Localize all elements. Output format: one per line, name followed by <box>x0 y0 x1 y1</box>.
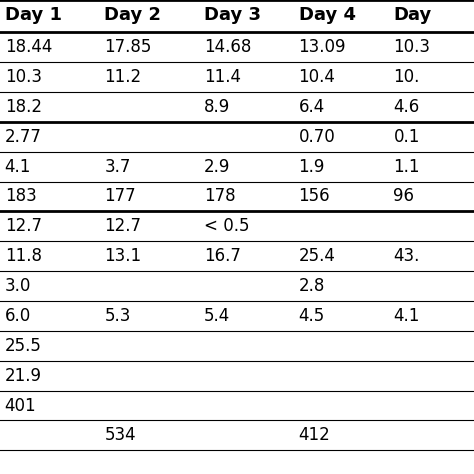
Text: Day 3: Day 3 <box>204 6 261 24</box>
Text: 0.1: 0.1 <box>393 128 420 146</box>
Text: 21.9: 21.9 <box>5 367 42 384</box>
Text: 11.2: 11.2 <box>104 68 141 86</box>
Text: 16.7: 16.7 <box>204 247 241 265</box>
Text: 4.1: 4.1 <box>393 307 420 325</box>
Text: Day 1: Day 1 <box>5 6 62 24</box>
Text: 12.7: 12.7 <box>104 218 141 235</box>
Text: 177: 177 <box>104 188 136 205</box>
Text: 183: 183 <box>5 188 36 205</box>
Text: 2.9: 2.9 <box>204 158 230 175</box>
Text: 25.5: 25.5 <box>5 337 42 355</box>
Text: 1.1: 1.1 <box>393 158 420 175</box>
Text: 156: 156 <box>299 188 330 205</box>
Text: 14.68: 14.68 <box>204 38 251 56</box>
Text: 10.3: 10.3 <box>5 68 42 86</box>
Text: 10.: 10. <box>393 68 420 86</box>
Text: 18.44: 18.44 <box>5 38 52 56</box>
Text: 3.0: 3.0 <box>5 277 31 295</box>
Text: 4.1: 4.1 <box>5 158 31 175</box>
Text: 13.09: 13.09 <box>299 38 346 56</box>
Text: Day 4: Day 4 <box>299 6 356 24</box>
Text: 8.9: 8.9 <box>204 98 230 116</box>
Text: 412: 412 <box>299 427 330 444</box>
Text: 43.: 43. <box>393 247 420 265</box>
Text: 10.4: 10.4 <box>299 68 336 86</box>
Text: 6.4: 6.4 <box>299 98 325 116</box>
Text: 4.5: 4.5 <box>299 307 325 325</box>
Text: 17.85: 17.85 <box>104 38 152 56</box>
Text: 2.77: 2.77 <box>5 128 42 146</box>
Text: 534: 534 <box>104 427 136 444</box>
Text: 6.0: 6.0 <box>5 307 31 325</box>
Text: 13.1: 13.1 <box>104 247 141 265</box>
Text: 4.6: 4.6 <box>393 98 419 116</box>
Text: 401: 401 <box>5 397 36 414</box>
Text: 18.2: 18.2 <box>5 98 42 116</box>
Text: 178: 178 <box>204 188 236 205</box>
Text: 1.9: 1.9 <box>299 158 325 175</box>
Text: 2.8: 2.8 <box>299 277 325 295</box>
Text: 11.4: 11.4 <box>204 68 241 86</box>
Text: 96: 96 <box>393 188 414 205</box>
Text: 5.3: 5.3 <box>104 307 131 325</box>
Text: Day 2: Day 2 <box>104 6 161 24</box>
Text: Day: Day <box>393 6 432 24</box>
Text: 11.8: 11.8 <box>5 247 42 265</box>
Text: 12.7: 12.7 <box>5 218 42 235</box>
Text: < 0.5: < 0.5 <box>204 218 249 235</box>
Text: 10.3: 10.3 <box>393 38 430 56</box>
Text: 5.4: 5.4 <box>204 307 230 325</box>
Text: 3.7: 3.7 <box>104 158 131 175</box>
Text: 25.4: 25.4 <box>299 247 336 265</box>
Text: 0.70: 0.70 <box>299 128 336 146</box>
